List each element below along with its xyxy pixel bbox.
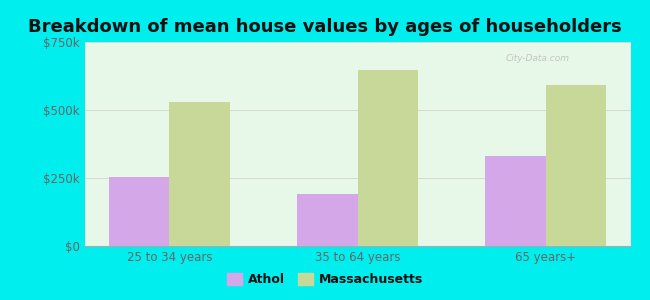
Text: Breakdown of mean house values by ages of householders: Breakdown of mean house values by ages o… [28, 18, 622, 36]
Bar [109, 178, 170, 246]
Bar [358, 70, 418, 246]
Bar [297, 194, 358, 246]
Bar [170, 102, 229, 246]
Bar [486, 156, 545, 246]
Legend: Athol, Massachusetts: Athol, Massachusetts [222, 268, 428, 291]
Bar [545, 85, 606, 246]
Text: City-Data.com: City-Data.com [506, 54, 569, 63]
